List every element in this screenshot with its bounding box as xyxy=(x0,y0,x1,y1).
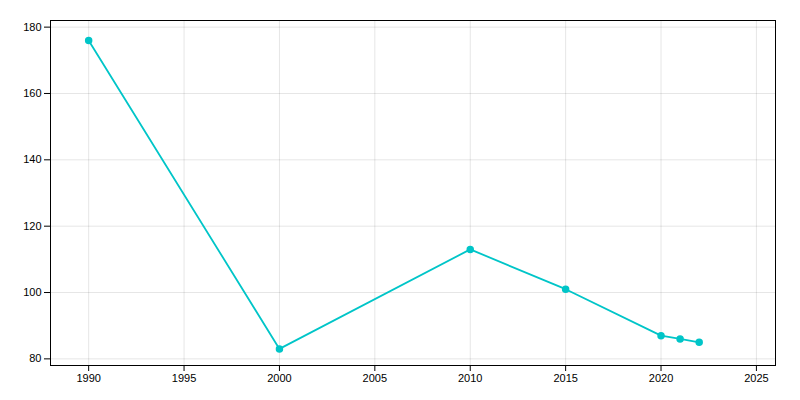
svg-text:2000: 2000 xyxy=(267,372,291,384)
svg-text:1990: 1990 xyxy=(76,372,100,384)
svg-text:2005: 2005 xyxy=(363,372,387,384)
svg-text:100: 100 xyxy=(23,286,41,298)
svg-text:180: 180 xyxy=(23,21,41,33)
svg-text:2025: 2025 xyxy=(744,372,768,384)
svg-text:2010: 2010 xyxy=(458,372,482,384)
svg-text:2015: 2015 xyxy=(553,372,577,384)
svg-text:2020: 2020 xyxy=(649,372,673,384)
svg-text:140: 140 xyxy=(23,153,41,165)
svg-text:160: 160 xyxy=(23,87,41,99)
svg-text:1995: 1995 xyxy=(172,372,196,384)
svg-text:120: 120 xyxy=(23,220,41,232)
svg-text:80: 80 xyxy=(29,352,41,364)
